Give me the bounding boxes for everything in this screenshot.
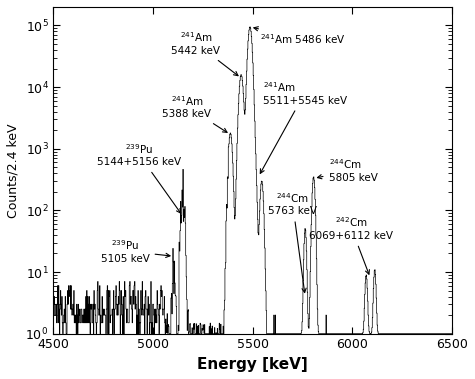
Text: $^{244}$Cm
5763 keV: $^{244}$Cm 5763 keV bbox=[268, 191, 317, 293]
Text: $^{241}$Am
5511+5545 keV: $^{241}$Am 5511+5545 keV bbox=[260, 80, 347, 173]
X-axis label: Energy [keV]: Energy [keV] bbox=[198, 357, 308, 372]
Text: $^{239}$Pu
5144+5156 keV: $^{239}$Pu 5144+5156 keV bbox=[97, 142, 181, 213]
Text: $^{242}$Cm
6069+6112 keV: $^{242}$Cm 6069+6112 keV bbox=[309, 216, 393, 274]
Text: $^{241}$Am 5486 keV: $^{241}$Am 5486 keV bbox=[254, 27, 346, 46]
Y-axis label: Counts/2.4 keV: Counts/2.4 keV bbox=[7, 123, 20, 218]
Text: $^{241}$Am
5442 keV: $^{241}$Am 5442 keV bbox=[171, 31, 238, 76]
Text: $^{239}$Pu
5105 keV: $^{239}$Pu 5105 keV bbox=[101, 238, 170, 264]
Text: $^{244}$Cm
5805 keV: $^{244}$Cm 5805 keV bbox=[317, 157, 377, 183]
Text: $^{241}$Am
5388 keV: $^{241}$Am 5388 keV bbox=[162, 94, 227, 132]
